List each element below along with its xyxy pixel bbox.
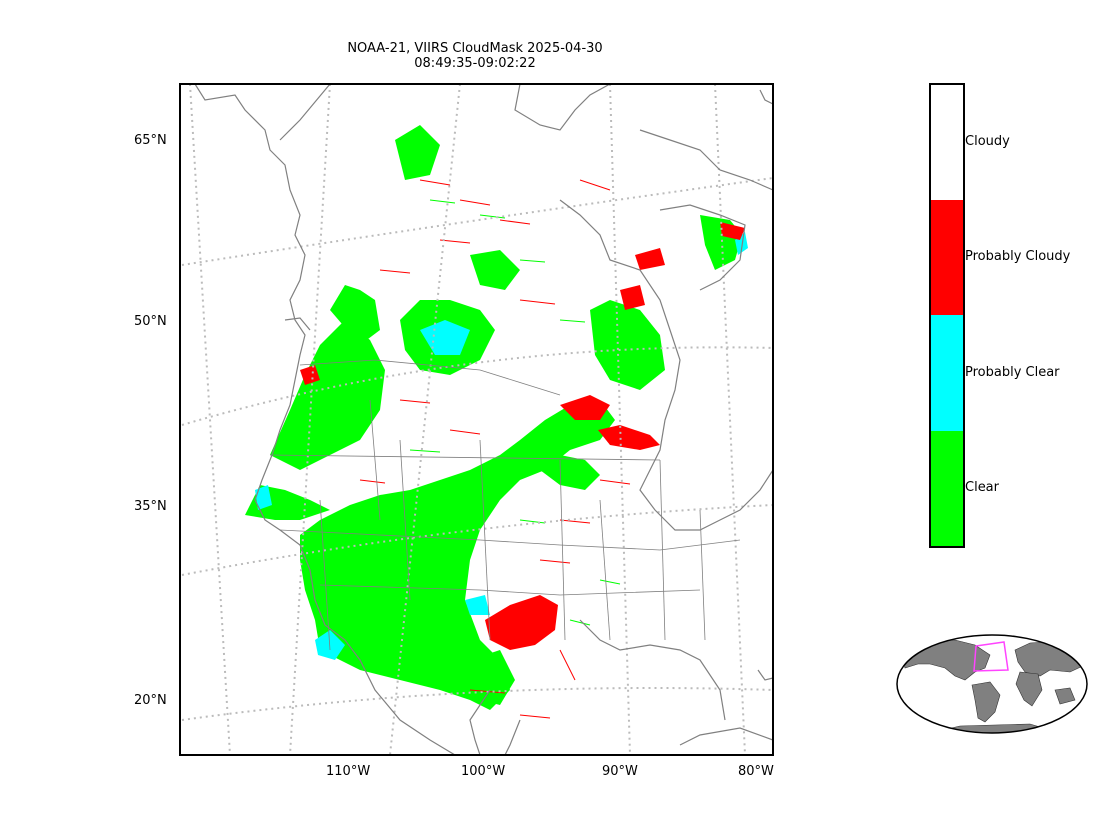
graticule bbox=[181, 84, 773, 755]
category-colorbar bbox=[929, 83, 965, 548]
lat-label-65: 65°N bbox=[134, 133, 167, 148]
probably-clear-regions bbox=[255, 232, 748, 660]
lon-label-110w: 110°W bbox=[326, 764, 371, 779]
state-borders bbox=[269, 359, 741, 651]
lon-label-100w: 100°W bbox=[461, 764, 506, 779]
lon-label-90w: 90°W bbox=[602, 764, 638, 779]
satellite-swath bbox=[245, 112, 748, 722]
map-title-line-1: NOAA-21, VIIRS CloudMask 2025-04-30 bbox=[347, 41, 603, 56]
map-panel bbox=[180, 84, 773, 755]
map-border bbox=[179, 83, 774, 756]
lat-label-50: 50°N bbox=[134, 314, 167, 329]
colorbar-seg-cloudy bbox=[931, 85, 963, 200]
legend-label-cloudy: Cloudy bbox=[965, 134, 1010, 149]
map-title-line-2: 08:49:35-09:02:22 bbox=[414, 56, 536, 71]
colorbar-seg-probably-cloudy bbox=[931, 200, 963, 315]
cloud-speckle-green bbox=[409, 199, 621, 626]
legend-label-probably-cloudy: Probably Cloudy bbox=[965, 249, 1071, 264]
probably-cloudy-regions bbox=[300, 222, 745, 650]
legend-label-clear: Clear bbox=[965, 480, 999, 495]
cloud-speckle-red bbox=[359, 179, 631, 719]
coastlines bbox=[194, 84, 773, 755]
lon-label-80w: 80°W bbox=[738, 764, 774, 779]
colorbar-seg-probably-clear bbox=[931, 315, 963, 431]
swath-extent-box bbox=[973, 641, 1009, 672]
lat-label-35: 35°N bbox=[134, 499, 167, 514]
world-overview-map bbox=[896, 634, 1088, 734]
colorbar-seg-clear bbox=[931, 431, 963, 546]
lat-label-20: 20°N bbox=[134, 693, 167, 708]
legend-label-probably-clear: Probably Clear bbox=[965, 365, 1060, 380]
